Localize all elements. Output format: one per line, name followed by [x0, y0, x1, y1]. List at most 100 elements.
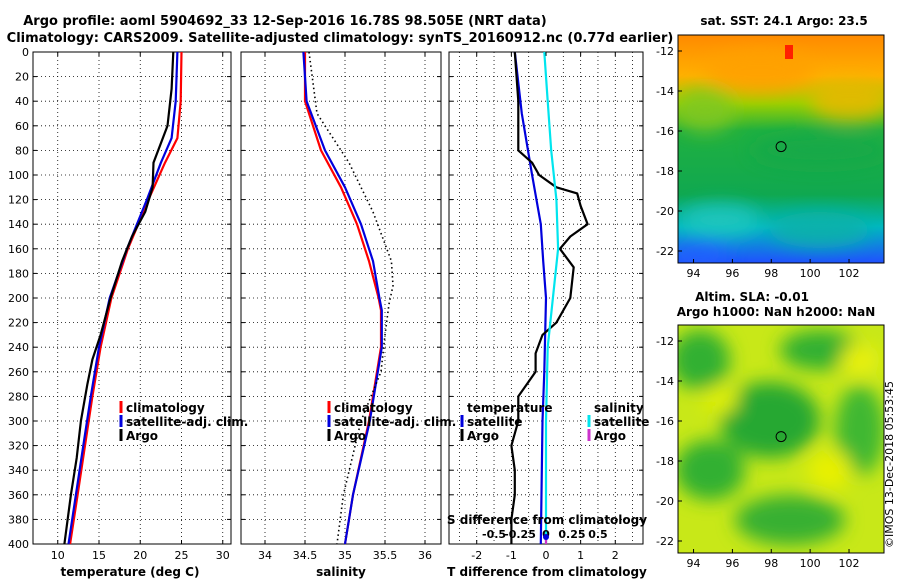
map-y-tick-label: -16	[656, 125, 674, 138]
y-tick-label: 280	[8, 390, 29, 403]
x-tick-label: 2	[612, 549, 619, 562]
x-tick-label: -2	[471, 549, 482, 562]
y-tick-label: 80	[15, 144, 29, 157]
y-tick-label: 20	[15, 71, 29, 84]
map-x-tick-label: 94	[687, 267, 701, 280]
legend-climatology: climatology	[334, 401, 413, 415]
map-y-tick-label: -14	[656, 375, 674, 388]
sst-map-frame	[677, 34, 885, 264]
map-x-tick-label: 102	[839, 557, 860, 570]
x-tick-label: 10	[51, 549, 65, 562]
legend-temperature-argo: Argo	[467, 429, 499, 443]
salinity-panel: 34 34.5 35 35.5 36	[240, 51, 442, 562]
figure-title-line1: Argo profile: aoml 5904692_33 12-Sep-201…	[23, 14, 547, 29]
difference-xlabel: T difference from climatology	[447, 565, 647, 579]
sla-map	[678, 325, 884, 553]
zero-marker	[543, 534, 549, 540]
map-x-tick-label: 102	[839, 267, 860, 280]
map-y-tick-label: -20	[656, 495, 674, 508]
sst-argo-marker	[775, 141, 787, 153]
y-tick-label: 300	[8, 415, 29, 428]
legend-satellite: satellite-adj. clim.	[126, 415, 248, 429]
map-y-tick-label: -20	[656, 205, 674, 218]
legend-satellite: satellite-adj. clim.	[334, 415, 456, 429]
y-tick-label: 220	[8, 317, 29, 330]
sst-map-axes: 94 96 98 100 102 -12 -14 -16 -18 -20 -22	[656, 45, 859, 280]
temperature-legend: climatology satellite-adj. clim. Argo	[119, 401, 248, 443]
x-tick-label: 20	[133, 549, 147, 562]
map-y-tick-label: -16	[656, 415, 674, 428]
sla-argo-marker	[775, 431, 787, 443]
y-tick-label: 320	[8, 440, 29, 453]
map-x-tick-label: 94	[687, 557, 701, 570]
difference-legend: temperature satellite Argo salinity sate…	[460, 401, 649, 443]
y-tick-label: 140	[8, 218, 29, 231]
map-x-tick-label: 98	[764, 557, 778, 570]
y-tick-label: 260	[8, 366, 29, 379]
legend-salinity-satellite: satellite	[594, 415, 649, 429]
y-tick-label: 40	[15, 95, 29, 108]
series-line-climatology	[69, 51, 183, 545]
map-y-tick-label: -18	[656, 165, 674, 178]
y-tick-label: 380	[8, 513, 29, 526]
x-tick-label: 1	[577, 549, 584, 562]
series-line-argo	[63, 51, 175, 545]
temperature-xlabel: temperature (deg C)	[61, 565, 200, 579]
figure-title-line2: Climatology: CARS2009. Satellite-adjuste…	[7, 31, 674, 46]
x-tick-label: 35.5	[373, 549, 398, 562]
legend-argo: Argo	[334, 429, 366, 443]
legend-salinity-argo: Argo	[594, 429, 626, 443]
x-tick-label: 36	[418, 549, 432, 562]
map-x-tick-label: 98	[764, 267, 778, 280]
sla-map-axes: 94 96 98 100 102 -12 -14 -16 -18 -20 -22	[656, 335, 859, 570]
x2-tick-label: -0.25	[504, 528, 536, 541]
x-tick-label: -1	[506, 549, 517, 562]
credit-text: ©IMOS 13-Dec-2018 05:53:45	[883, 381, 896, 548]
y-tick-label: 160	[8, 243, 29, 256]
sla-map-title-line2: Argo h1000: NaN h2000: NaN	[677, 305, 876, 319]
difference-x2label: S difference from climatology	[447, 513, 647, 527]
map-y-tick-label: -12	[656, 335, 674, 348]
x-tick-label: 15	[92, 549, 106, 562]
y-tick-label: 200	[8, 292, 29, 305]
y-tick-label: 360	[8, 489, 29, 502]
x2-tick-label: -0.5	[482, 528, 506, 541]
x-tick-label: 34	[258, 549, 272, 562]
map-x-tick-label: 96	[725, 267, 739, 280]
x2-tick-label: 0.5	[588, 528, 608, 541]
map-y-tick-label: -14	[656, 85, 674, 98]
y-tick-label: 400	[8, 538, 29, 551]
salinity-xlabel: salinity	[316, 565, 366, 579]
legend-temperature-satellite: satellite	[467, 415, 522, 429]
map-y-tick-label: -12	[656, 45, 674, 58]
y-tick-label: 240	[8, 341, 29, 354]
y-tick-label: 180	[8, 267, 29, 280]
series-line-salinity-satellite	[543, 51, 560, 544]
y-tick-label: 0	[22, 46, 29, 59]
sla-map-frame	[677, 324, 885, 554]
map-x-tick-label: 100	[800, 267, 821, 280]
map-y-tick-label: -22	[656, 245, 674, 258]
x-tick-label: 0	[543, 549, 550, 562]
temperature-panel: 0 20 40 60 80 100 120 140 160 180 200 220 240 260 280 3…	[8, 46, 232, 562]
series-line-temperature-argo	[510, 51, 589, 544]
x-tick-label: 25	[175, 549, 189, 562]
x-tick-label: 34.5	[293, 549, 318, 562]
series-line-satellite-adj-clim-	[302, 51, 383, 545]
y-tick-label: 120	[8, 194, 29, 207]
x2-tick-label: 0.25	[558, 528, 585, 541]
map-y-tick-label: -22	[656, 535, 674, 548]
x-tick-label: 30	[216, 549, 230, 562]
series-line-argo	[308, 51, 394, 545]
y-tick-label: 340	[8, 464, 29, 477]
sla-map-title-line1: Altim. SLA: -0.01	[695, 290, 809, 304]
x-tick-label: 35	[338, 549, 352, 562]
sst-map-title: sat. SST: 24.1 Argo: 23.5	[700, 14, 867, 28]
salinity-legend: climatology satellite-adj. clim. Argo	[327, 401, 456, 443]
series-line-temperature-satellite	[513, 51, 548, 545]
legend-climatology: climatology	[126, 401, 205, 415]
legend-salinity-title: salinity	[594, 401, 644, 415]
map-y-tick-label: -18	[656, 455, 674, 468]
